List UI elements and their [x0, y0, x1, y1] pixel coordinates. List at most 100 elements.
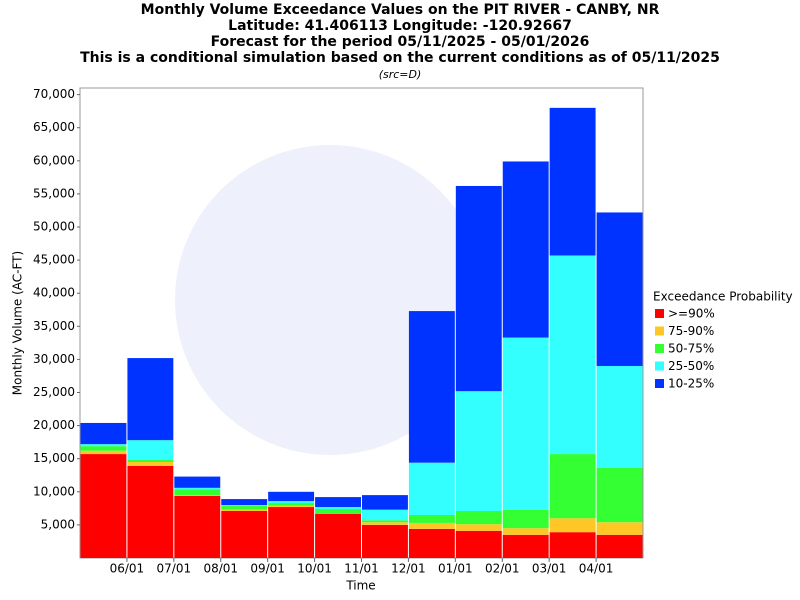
bar-segment	[80, 444, 127, 447]
y-tick-label: 15,000	[33, 451, 75, 465]
y-tick-label: 55,000	[33, 186, 75, 200]
bar-segment	[455, 511, 502, 525]
bar-segment	[408, 311, 455, 463]
bar-segment	[596, 212, 643, 367]
bar-segment	[549, 454, 596, 519]
legend-swatch	[655, 309, 664, 318]
chart-title: Monthly Volume Exceedance Values on the …	[141, 2, 660, 18]
bar-segment	[80, 454, 127, 558]
bar-segment	[174, 476, 221, 488]
x-tick-label: 04/01	[579, 562, 614, 576]
y-tick-label: 45,000	[33, 253, 75, 267]
bar-segment	[127, 465, 174, 558]
y-tick-label: 50,000	[33, 220, 75, 234]
bar-segment	[221, 509, 268, 511]
legend-label: 50-75%	[668, 342, 714, 356]
bar-segment	[80, 446, 127, 451]
x-tick-label: 12/01	[391, 562, 426, 576]
legend-title: Exceedance Probability	[653, 290, 793, 304]
bar-segment	[502, 161, 549, 338]
bar-segment	[502, 509, 549, 529]
legend-label: 75-90%	[668, 324, 714, 338]
bar-segment	[221, 505, 268, 506]
bar-segment	[174, 495, 221, 558]
legend-swatch	[655, 344, 664, 353]
x-tick-label: 07/01	[157, 562, 192, 576]
bar-segment	[268, 503, 315, 506]
watermark	[175, 145, 485, 455]
y-tick-label: 65,000	[33, 120, 75, 134]
y-tick-label: 40,000	[33, 286, 75, 300]
bar-segment	[502, 528, 549, 535]
legend-swatch	[655, 379, 664, 388]
bar-segment	[502, 534, 549, 558]
bar-segment	[315, 507, 361, 510]
bar-segment	[268, 491, 315, 502]
x-tick-label: 03/01	[532, 562, 567, 576]
chart-title: Forecast for the period 05/11/2025 - 05/…	[211, 34, 590, 50]
bar-segment	[174, 489, 221, 496]
bar-segment	[549, 255, 596, 455]
chart-title: Latitude: 41.406113 Longitude: -120.9266…	[228, 18, 572, 34]
bar-segment	[455, 185, 502, 392]
bar-segment	[315, 513, 361, 558]
bar-segment	[315, 512, 361, 514]
bar-segment	[596, 534, 643, 558]
bar-segment	[362, 495, 408, 510]
x-tick-label: 02/01	[485, 562, 520, 576]
bar-segment	[596, 467, 643, 523]
bar-segment	[596, 522, 643, 535]
y-tick-label: 70,000	[33, 87, 75, 101]
y-tick-label: 35,000	[33, 319, 75, 333]
bar-segment	[127, 460, 174, 463]
bar-segment	[268, 507, 315, 558]
bar-segment	[549, 518, 596, 533]
bar-segment	[268, 505, 315, 508]
x-tick-label: 06/01	[110, 562, 145, 576]
legend-swatch	[655, 361, 664, 371]
x-tick-label: 08/01	[203, 562, 238, 576]
chart-title: This is a conditional simulation based o…	[80, 50, 720, 66]
bar-segment	[80, 422, 127, 445]
bar-segment	[455, 391, 502, 511]
bar-segment	[408, 462, 455, 515]
bar-segment	[455, 524, 502, 531]
legend-label: 10-25%	[668, 377, 714, 391]
bar-segment	[268, 501, 315, 504]
bar-segment	[455, 530, 502, 558]
subtitle: (src=D)	[379, 68, 422, 81]
legend-label: 25-50%	[668, 359, 714, 373]
bar-segment	[362, 522, 408, 525]
y-tick-label: 30,000	[33, 352, 75, 366]
y-tick-label: 25,000	[33, 385, 75, 399]
bar-segment	[362, 524, 408, 558]
legend-swatch	[655, 326, 664, 336]
x-tick-label: 09/01	[250, 562, 285, 576]
bar-segment	[549, 107, 596, 256]
bar-segment	[127, 462, 174, 466]
bar-segment	[362, 520, 408, 523]
x-tick-label: 11/01	[344, 562, 379, 576]
y-tick-label: 60,000	[33, 153, 75, 167]
bar-segment	[80, 450, 127, 455]
bar-segment	[174, 487, 221, 490]
y-tick-label: 5,000	[41, 517, 75, 531]
bar-segment	[315, 509, 361, 513]
bar-segment	[408, 522, 455, 529]
y-axis-label: Monthly Volume (AC-FT)	[11, 251, 25, 395]
bar-segment	[127, 358, 174, 441]
x-tick-label: 10/01	[297, 562, 332, 576]
x-axis-label: Time	[345, 579, 375, 593]
x-tick-label: 01/01	[438, 562, 473, 576]
y-tick-label: 20,000	[33, 418, 75, 432]
y-tick-label: 10,000	[33, 484, 75, 498]
bar-segment	[408, 514, 455, 523]
bar-segment	[408, 528, 455, 558]
bar-segment	[362, 509, 408, 521]
bar-segment	[127, 440, 174, 461]
bar-segment	[174, 495, 221, 496]
bar-segment	[549, 532, 596, 558]
bar-segment	[221, 499, 268, 506]
bar-segment	[221, 511, 268, 558]
